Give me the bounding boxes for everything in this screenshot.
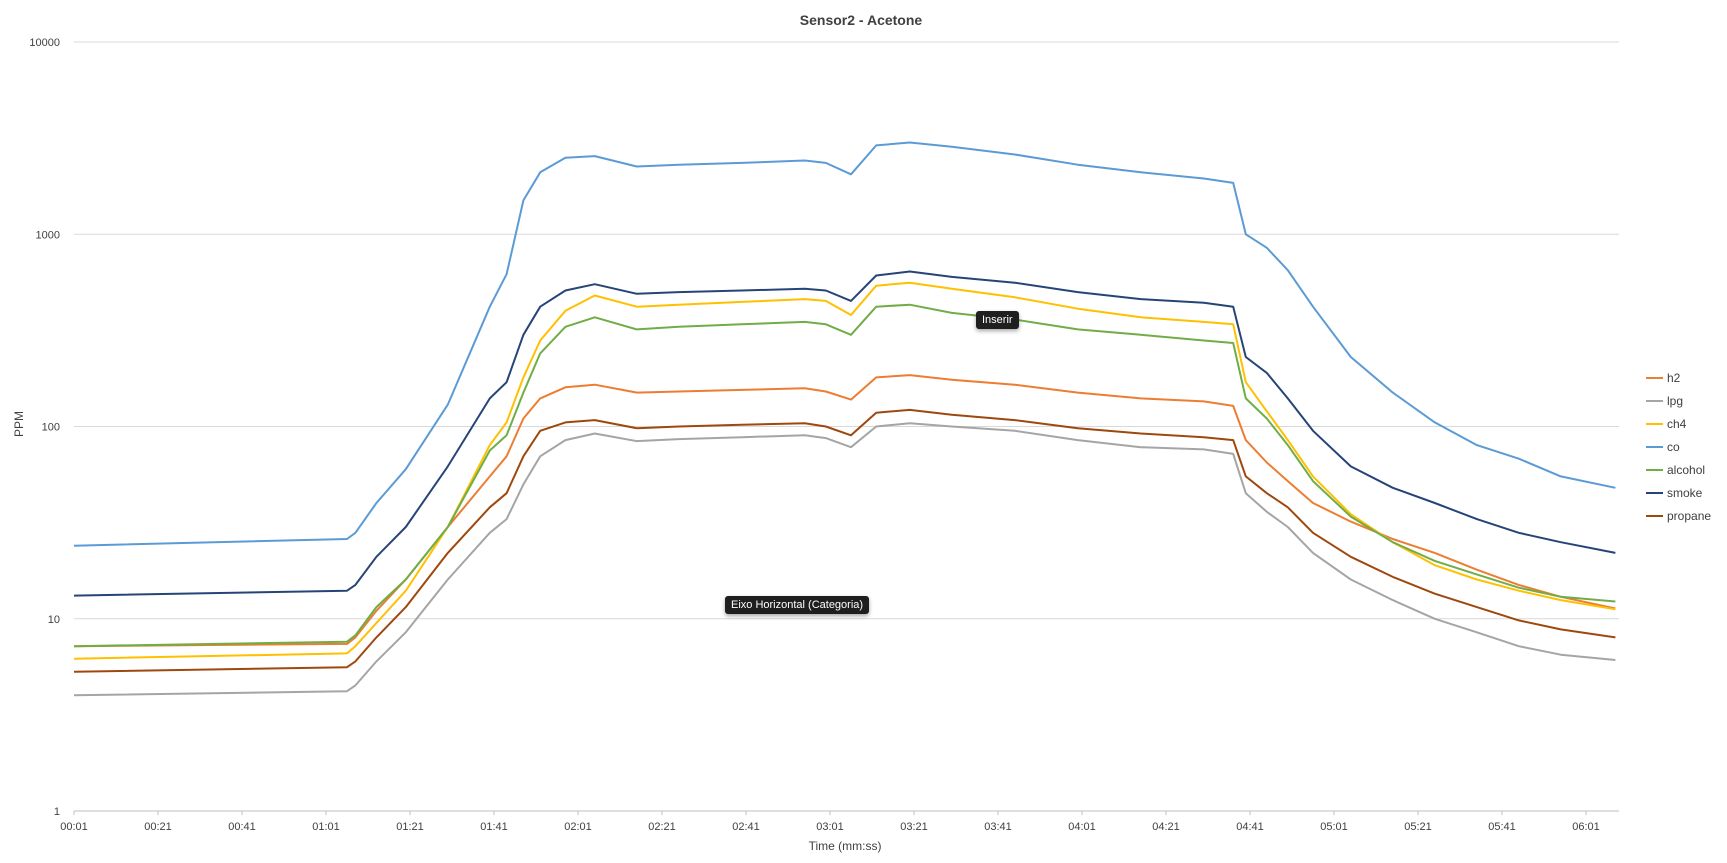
series-line-h2 (73, 374, 1616, 648)
x-tick-label: 06:01 (1572, 821, 1600, 833)
legend-label-propane: propane (1667, 509, 1711, 523)
x-tick-label: 04:21 (1152, 821, 1180, 833)
x-tick-label: 04:01 (1068, 821, 1096, 833)
x-tick-label: 02:41 (732, 821, 760, 833)
x-tick-label: 01:21 (396, 821, 424, 833)
gridlines (74, 41, 1619, 620)
legend-label-smoke: smoke (1667, 486, 1703, 500)
legend-label-lpg: lpg (1667, 394, 1683, 408)
x-tick-label: 03:21 (900, 821, 928, 833)
x-tick-label: 01:41 (480, 821, 508, 833)
series-line-propane (73, 408, 1616, 673)
legend[interactable]: h2 lpg ch4 co alcohol smoke propane (1646, 371, 1711, 523)
x-tick-label: 03:01 (816, 821, 844, 833)
series-line-lpg (73, 422, 1616, 697)
x-tick-label: 00:01 (60, 821, 88, 833)
legend-label-ch4: ch4 (1667, 417, 1687, 431)
y-tick-label: 1 (54, 806, 60, 818)
chart-title[interactable]: Sensor2 - Acetone (800, 12, 923, 28)
x-axis-ticks[interactable]: 00:01 00:21 00:41 01:01 01:21 01:41 02:01 02:21… (60, 811, 1600, 833)
x-tick-label: 00:41 (228, 821, 256, 833)
x-tick-label: 05:01 (1320, 821, 1348, 833)
insert-tooltip: Inserir (976, 311, 1019, 329)
x-tick-label: 02:01 (564, 821, 592, 833)
legend-label-h2: h2 (1667, 371, 1681, 385)
series-line-co (73, 141, 1616, 547)
legend-label-co: co (1667, 440, 1680, 454)
legend-label-alcohol: alcohol (1667, 463, 1705, 477)
series-line-ch4 (73, 281, 1616, 660)
x-tick-label: 04:41 (1236, 821, 1264, 833)
y-tick-label: 100 (42, 422, 60, 434)
x-tick-label: 05:41 (1488, 821, 1516, 833)
x-tick-label: 05:21 (1404, 821, 1432, 833)
x-tick-label: 00:21 (144, 821, 172, 833)
series-lines[interactable] (73, 141, 1616, 697)
x-tick-label: 02:21 (648, 821, 676, 833)
y-tick-label: 10000 (29, 37, 60, 49)
y-tick-label: 1000 (36, 229, 60, 241)
y-tick-label: 10 (48, 614, 60, 626)
y-axis-title[interactable]: PPM (12, 411, 26, 437)
series-line-smoke (73, 270, 1616, 597)
horizontal-axis-tooltip: Eixo Horizontal (Categoria) (725, 596, 870, 614)
y-axis-ticks[interactable]: 1 10 100 1000 10000 (29, 37, 60, 818)
series-line-alcohol (73, 303, 1616, 648)
x-tick-label: 03:41 (984, 821, 1012, 833)
x-tick-label: 01:01 (312, 821, 340, 833)
x-axis-title[interactable]: Time (mm:ss) (809, 839, 882, 853)
